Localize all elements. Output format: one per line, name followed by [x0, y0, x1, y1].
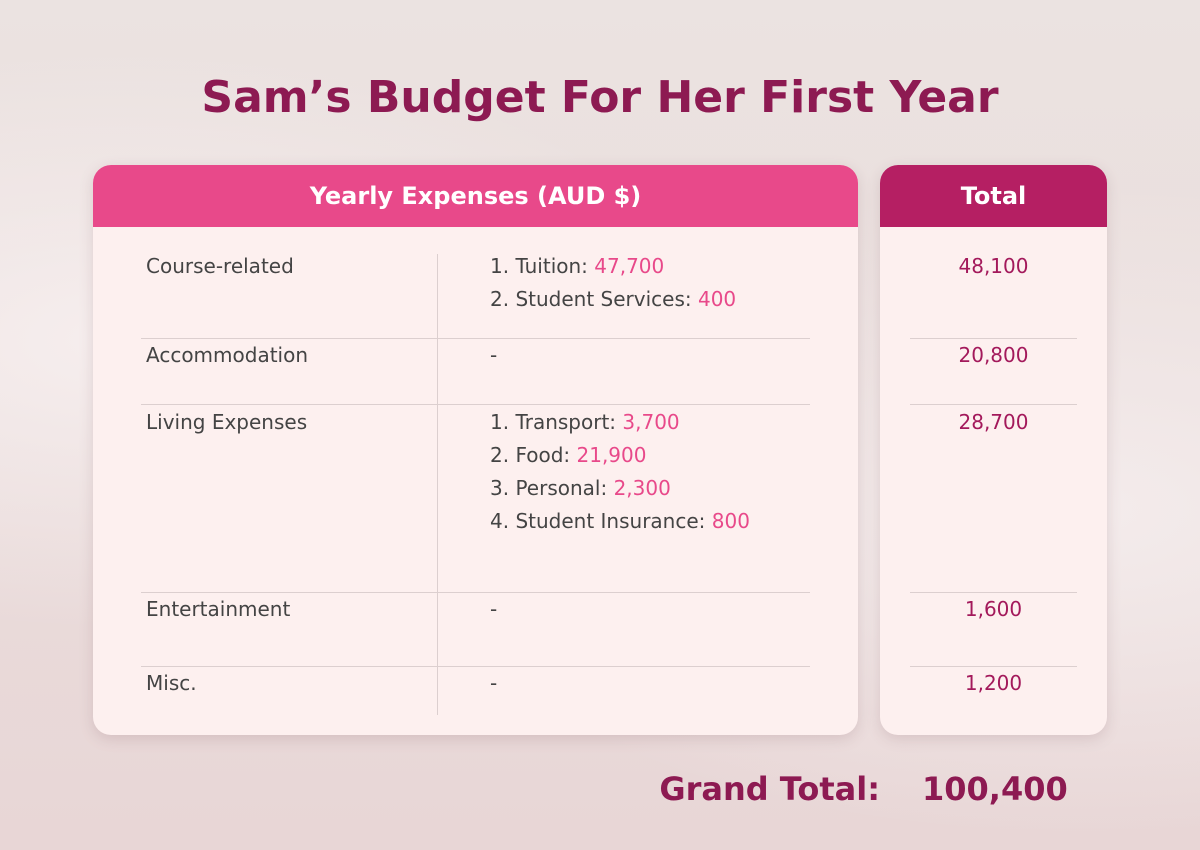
item: 1. Tuition: 47,700	[490, 254, 664, 278]
item-label: 3. Personal:	[490, 476, 608, 500]
row-divider	[910, 592, 1077, 593]
row-divider	[910, 666, 1077, 667]
row-divider	[910, 338, 1077, 339]
item-label: 4. Student Insurance:	[490, 509, 706, 533]
row-divider	[141, 404, 810, 405]
item-value: 47,700	[594, 254, 665, 278]
item: 2. Student Services: 400	[490, 287, 736, 311]
item-value: 3,700	[622, 410, 680, 434]
total-card: Total	[880, 165, 1107, 735]
row-total: 48,100	[958, 254, 1029, 278]
expenses-card: Yearly Expenses (AUD $)	[93, 165, 858, 735]
item-label: 2. Student Services:	[490, 287, 692, 311]
grand-total-value: 100,400	[922, 770, 1068, 808]
item-value: 2,300	[613, 476, 671, 500]
category: Course-related	[146, 254, 294, 278]
item-label: 2. Food:	[490, 443, 571, 467]
row-total: 20,800	[958, 343, 1029, 367]
item: 3. Personal: 2,300	[490, 476, 671, 500]
expenses-header: Yearly Expenses (AUD $)	[93, 165, 858, 227]
item-label: 1. Transport:	[490, 410, 617, 434]
item-value: 800	[711, 509, 750, 533]
row-divider	[910, 404, 1077, 405]
item: 1. Transport: 3,700	[490, 410, 680, 434]
category: Living Expenses	[146, 410, 308, 434]
row-divider	[141, 592, 810, 593]
item: 2. Food: 21,900	[490, 443, 646, 467]
row-total: 28,700	[958, 410, 1029, 434]
column-divider	[437, 254, 438, 715]
details: -	[490, 343, 498, 367]
row-total: 1,200	[964, 671, 1023, 695]
row-total: 1,600	[964, 597, 1023, 621]
item-value: 21,900	[576, 443, 647, 467]
total-header: Total	[880, 165, 1107, 227]
grand-total-label: Grand Total:	[659, 770, 880, 808]
row-divider	[141, 666, 810, 667]
category: Misc.	[146, 671, 197, 695]
item-label: 1. Tuition:	[490, 254, 588, 278]
row-divider	[141, 338, 810, 339]
category: Entertainment	[146, 597, 291, 621]
category: Accommodation	[146, 343, 309, 367]
item-value: 400	[697, 287, 737, 311]
title: Sam’s Budget For Her First Year	[201, 72, 999, 123]
details: -	[490, 671, 498, 695]
item: 4. Student Insurance: 800	[490, 509, 750, 533]
details: -	[490, 597, 498, 621]
